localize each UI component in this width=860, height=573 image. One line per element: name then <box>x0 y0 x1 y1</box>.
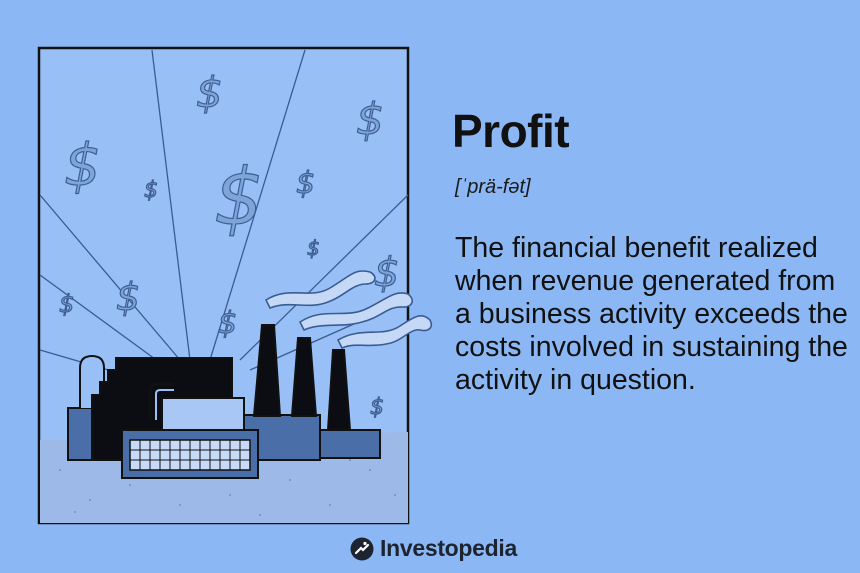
brand-logo: Investopedia <box>350 535 517 562</box>
ground-texture <box>59 459 396 516</box>
dollar-sign-icon: $ <box>374 250 399 296</box>
dollar-sign-icon: $ <box>296 166 315 201</box>
dollar-sign-icon: $ <box>218 306 237 341</box>
dollar-sign-icon: $ <box>196 68 223 117</box>
dollar-sign-icon: $ <box>144 178 158 203</box>
investopedia-logo-icon <box>350 537 374 560</box>
factory-window-grid <box>130 440 250 470</box>
dollar-sign-icon: $ <box>214 153 264 243</box>
dollar-sign-icon: $ <box>64 131 101 199</box>
smoke-plumes <box>264 270 433 350</box>
dollar-sign-icon: $ <box>307 236 320 260</box>
pronunciation: [ˈprä-fət] <box>455 176 531 198</box>
term-title: Profit <box>452 105 570 157</box>
brand-name: Investopedia <box>380 535 517 561</box>
definition-text: The financial benefit realized when reve… <box>455 232 848 396</box>
dollar-sign-icon: $ <box>116 275 140 319</box>
dollar-sign-icon: $ <box>370 395 384 420</box>
dollar-sign-icon: $ <box>356 94 384 145</box>
dollar-sign-icons: $ $ $ $ $ $ $ $ $ $ $ $ <box>58 67 400 420</box>
dollar-sign-icon: $ <box>59 290 74 318</box>
